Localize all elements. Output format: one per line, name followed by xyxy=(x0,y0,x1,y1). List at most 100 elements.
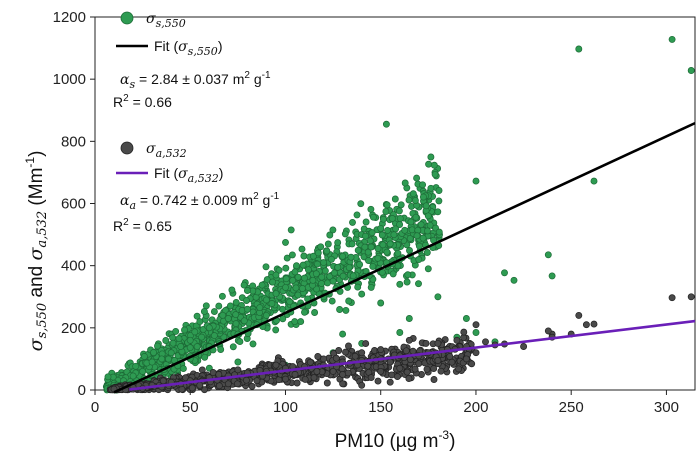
data-point xyxy=(382,208,390,215)
data-point xyxy=(205,364,213,372)
data-point xyxy=(369,213,377,221)
data-point xyxy=(323,247,331,255)
data-point xyxy=(313,260,321,268)
data-point xyxy=(575,311,583,319)
r2-absorption: R2 = 0.65 xyxy=(113,217,172,234)
data-point xyxy=(191,328,199,336)
data-point xyxy=(140,353,148,360)
x-tick-label: 200 xyxy=(463,399,488,416)
data-point xyxy=(590,177,598,185)
data-point xyxy=(289,276,297,284)
data-point xyxy=(403,278,411,286)
data-point xyxy=(181,326,188,334)
data-point xyxy=(409,347,417,355)
data-point xyxy=(377,299,385,307)
data-point xyxy=(395,207,403,215)
data-point xyxy=(386,240,394,248)
data-point xyxy=(326,273,334,280)
data-point xyxy=(301,308,308,316)
data-point xyxy=(210,332,218,340)
data-point xyxy=(330,269,338,277)
data-point xyxy=(377,367,385,375)
data-point xyxy=(378,231,386,239)
data-point xyxy=(298,245,306,253)
data-point xyxy=(224,315,232,322)
data-point xyxy=(472,177,480,185)
data-point xyxy=(232,320,240,328)
y-tick-label: 1200 xyxy=(53,9,86,26)
data-point xyxy=(179,365,187,373)
data-point xyxy=(347,253,355,261)
data-point xyxy=(437,367,445,375)
data-point xyxy=(379,215,387,223)
data-point xyxy=(383,201,391,209)
data-point xyxy=(367,283,375,291)
data-point xyxy=(358,349,366,357)
data-point xyxy=(417,221,425,229)
data-point xyxy=(297,318,305,326)
data-point xyxy=(219,311,227,319)
data-point xyxy=(396,215,404,222)
data-point xyxy=(253,377,261,385)
data-point xyxy=(353,211,361,219)
data-point xyxy=(406,356,414,363)
data-point xyxy=(472,349,480,357)
data-point xyxy=(258,281,266,289)
data-point xyxy=(413,232,421,240)
data-point xyxy=(234,358,242,366)
data-point xyxy=(243,287,251,294)
data-point xyxy=(339,380,347,388)
data-point xyxy=(317,243,325,251)
data-point xyxy=(482,338,489,346)
data-point xyxy=(314,353,322,360)
data-point xyxy=(409,190,417,198)
data-point xyxy=(177,343,185,350)
data-point xyxy=(301,274,308,282)
data-point xyxy=(462,355,470,363)
data-point xyxy=(224,380,232,388)
data-point xyxy=(358,381,366,389)
fit-line-scattering xyxy=(113,121,696,394)
data-point xyxy=(668,294,676,302)
data-point xyxy=(405,315,413,322)
data-point xyxy=(104,373,112,381)
data-point xyxy=(339,252,347,260)
data-point xyxy=(510,276,518,284)
data-point xyxy=(365,257,372,264)
data-point xyxy=(405,375,413,382)
data-point xyxy=(435,197,443,205)
data-point xyxy=(300,252,308,260)
data-point xyxy=(460,328,468,336)
legend-marker-scattering xyxy=(120,11,134,25)
x-tick-label: 150 xyxy=(368,399,393,416)
data-point xyxy=(291,371,299,378)
data-point xyxy=(389,270,397,278)
data-point xyxy=(403,368,411,376)
data-point xyxy=(339,272,347,280)
data-point xyxy=(405,196,413,204)
data-point xyxy=(687,67,695,74)
data-point xyxy=(374,254,382,262)
data-point xyxy=(313,367,321,375)
data-point xyxy=(401,179,409,187)
data-point xyxy=(324,279,331,287)
data-point xyxy=(544,327,552,335)
data-point xyxy=(202,302,210,310)
data-point xyxy=(430,365,438,373)
data-point xyxy=(215,302,223,310)
data-point xyxy=(406,234,414,242)
data-point xyxy=(129,372,137,380)
data-point xyxy=(448,358,456,366)
data-point xyxy=(423,365,431,373)
data-point xyxy=(366,237,374,245)
data-point xyxy=(386,358,394,366)
data-point xyxy=(288,251,296,259)
data-point xyxy=(357,200,365,208)
data-point xyxy=(345,264,353,271)
data-point xyxy=(453,336,461,344)
data-point xyxy=(272,290,280,298)
data-point xyxy=(169,339,177,347)
data-point xyxy=(419,193,427,201)
data-point xyxy=(262,296,270,304)
data-point xyxy=(427,153,435,161)
